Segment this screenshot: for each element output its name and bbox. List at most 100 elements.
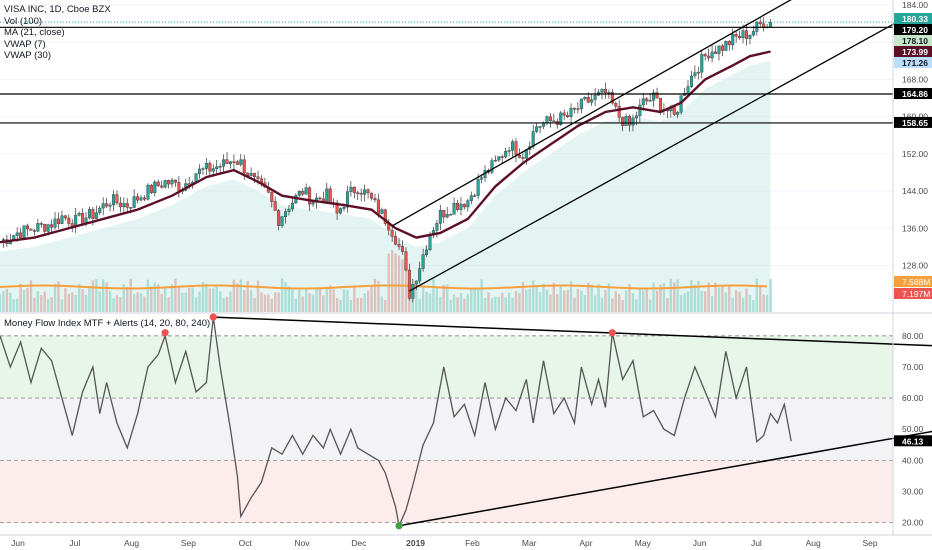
volume-bar <box>583 295 586 312</box>
volume-bar <box>700 290 703 312</box>
volume-bar <box>105 282 108 312</box>
candle <box>672 106 676 117</box>
volume-bar <box>535 285 538 312</box>
volume-bar <box>153 282 156 312</box>
candle-body <box>390 229 394 237</box>
candle-body <box>160 185 164 188</box>
candle <box>167 179 171 189</box>
indicator-title[interactable]: Money Flow Index MTF + Alerts (14, 20, 8… <box>4 318 211 329</box>
study-volume[interactable]: Vol (100) <box>4 15 43 27</box>
volume-bar <box>277 292 280 312</box>
candle <box>356 190 360 200</box>
candle-body <box>201 168 205 170</box>
volume-bar <box>514 290 518 312</box>
volume-bar <box>67 293 70 312</box>
volume-bar <box>143 296 146 312</box>
volume-bar <box>274 292 277 312</box>
volume-bar <box>380 296 384 312</box>
candle <box>301 188 305 197</box>
candle-body <box>425 249 429 255</box>
study-ma[interactable]: MA (21, close) <box>4 27 65 38</box>
volume-bar <box>115 295 119 312</box>
time-tick-label: Dec <box>351 538 367 548</box>
candle-body <box>542 122 546 127</box>
volume-bar <box>243 290 246 312</box>
volume-bar <box>624 290 628 312</box>
volume-bar <box>686 291 690 312</box>
symbol-title[interactable]: VISA INC, 1D, Cboe BZX <box>4 4 111 15</box>
candle-body <box>81 213 85 224</box>
candle-body <box>407 269 411 299</box>
volume-bar <box>139 292 143 312</box>
time-tick-label: Jul <box>69 538 80 548</box>
candle <box>26 223 30 237</box>
volume-bar <box>428 293 432 312</box>
candle-body <box>734 33 738 37</box>
price-label: 180.33 <box>894 13 932 24</box>
overbought-zone <box>0 335 893 399</box>
candle-body <box>572 107 576 110</box>
volume-bar <box>752 299 755 312</box>
volume-bar <box>528 288 531 312</box>
candle-body <box>462 203 466 208</box>
volume-bar <box>132 293 136 312</box>
study-vwap-30[interactable]: VWAP (30) <box>4 50 51 61</box>
price-label-text: 171.26 <box>902 58 928 68</box>
candle-body <box>638 104 642 117</box>
time-tick-label: Apr <box>579 538 592 548</box>
candle <box>689 70 693 89</box>
candle-body <box>755 21 759 32</box>
candle-body <box>356 192 360 194</box>
volume-label-bg <box>894 276 932 287</box>
candle-body <box>648 100 652 102</box>
candle <box>287 204 291 216</box>
volume-bar <box>318 287 322 312</box>
candle-body <box>603 88 607 93</box>
candle <box>603 82 607 99</box>
candle-body <box>163 180 167 188</box>
candle <box>559 111 563 126</box>
volume-bar <box>476 288 480 312</box>
price-label-bg <box>894 116 932 128</box>
candle-body <box>600 88 604 93</box>
candle <box>98 205 102 215</box>
candle <box>693 65 697 79</box>
candle <box>720 43 724 57</box>
volume-bar <box>676 279 679 312</box>
candle-body <box>142 197 146 200</box>
candle-body <box>366 189 370 194</box>
volume-bar <box>755 278 758 312</box>
volume-bar <box>157 284 160 312</box>
candle <box>511 139 515 158</box>
candle-body <box>50 224 54 228</box>
volume-bar <box>483 298 487 312</box>
candle <box>149 184 153 195</box>
candle-body <box>469 195 473 201</box>
candle-body <box>370 192 374 199</box>
candle-body <box>129 207 133 209</box>
volume-bar <box>119 297 122 312</box>
candle-body <box>304 187 308 195</box>
volume-bar <box>449 299 452 312</box>
candle <box>204 158 208 176</box>
candle-body <box>63 215 67 219</box>
candle-body <box>232 161 236 163</box>
candle <box>462 203 466 210</box>
volume-bar <box>335 297 339 312</box>
candle-body <box>167 180 171 185</box>
candle <box>370 192 374 201</box>
candle <box>397 237 401 251</box>
volume-bar <box>631 292 635 312</box>
candle-body <box>239 159 243 165</box>
candle <box>146 183 150 201</box>
volume-bar <box>112 298 115 312</box>
volume-bar <box>311 294 315 312</box>
volume-bar <box>607 283 611 312</box>
volume-bar <box>666 298 669 312</box>
study-vwap-7[interactable]: VWAP (7) <box>4 38 46 50</box>
candle <box>480 175 484 184</box>
candle-body <box>373 197 377 201</box>
volume-bar <box>576 289 580 312</box>
candle-body <box>284 211 288 217</box>
